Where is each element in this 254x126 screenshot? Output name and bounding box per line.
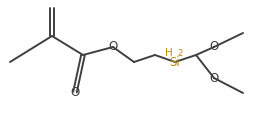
Text: O: O <box>209 71 219 85</box>
Text: O: O <box>108 40 118 54</box>
Text: O: O <box>209 40 219 54</box>
Text: Si: Si <box>170 55 180 69</box>
Text: H: H <box>165 48 173 58</box>
Text: 2: 2 <box>177 49 182 57</box>
Text: O: O <box>70 86 80 99</box>
